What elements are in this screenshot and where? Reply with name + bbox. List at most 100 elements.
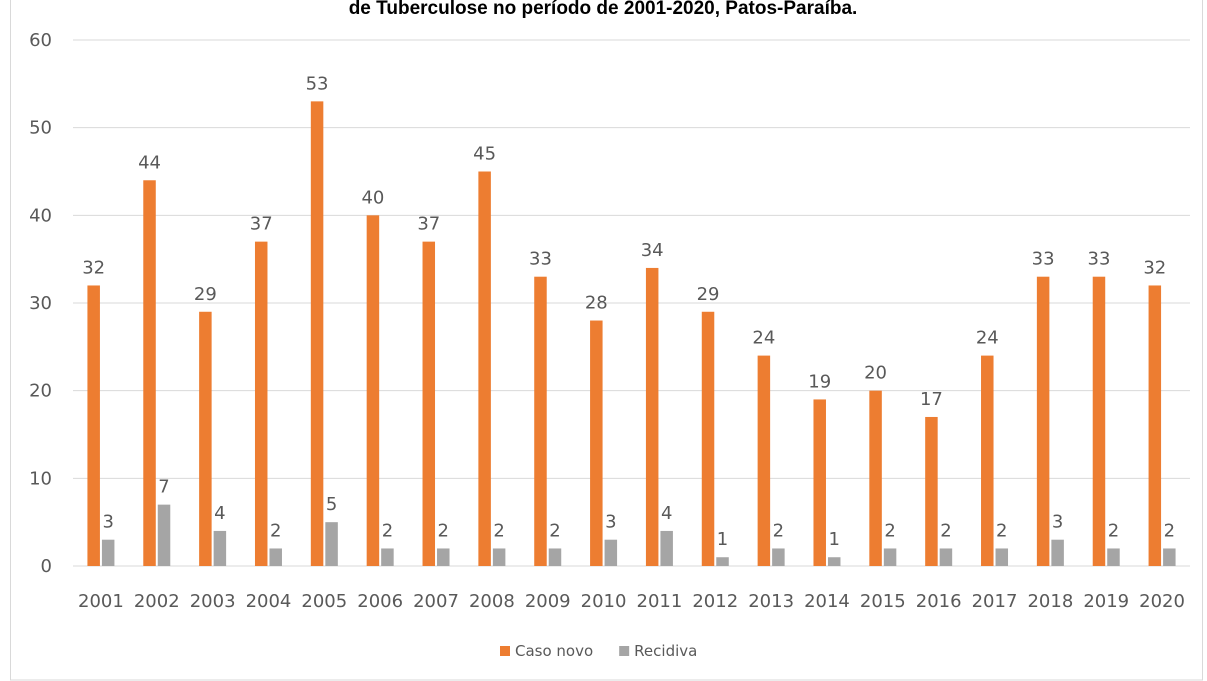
bar — [1163, 548, 1176, 566]
bar — [269, 548, 282, 566]
bar — [422, 241, 436, 566]
bar — [813, 399, 826, 566]
x-tick-label: 2001 — [78, 591, 124, 612]
data-label: 5 — [326, 494, 337, 515]
data-label: 2 — [996, 520, 1007, 541]
data-label: 2 — [438, 520, 449, 541]
bar — [939, 548, 953, 566]
bar — [1051, 539, 1064, 566]
data-label: 2 — [493, 520, 504, 541]
data-label: 2 — [270, 520, 281, 541]
x-tick-label: 2014 — [804, 591, 850, 612]
bar — [548, 548, 562, 566]
bar — [590, 320, 603, 566]
data-label: 24 — [752, 328, 775, 349]
data-label: 33 — [1088, 249, 1111, 270]
x-tick-label: 2017 — [972, 591, 1018, 612]
data-label: 40 — [361, 187, 384, 208]
data-label: 1 — [717, 529, 728, 550]
bar — [381, 548, 394, 566]
y-tick-label: 30 — [29, 293, 52, 314]
bar — [1107, 548, 1120, 566]
bar — [772, 548, 785, 566]
x-tick-label: 2019 — [1083, 591, 1129, 612]
data-label: 29 — [697, 284, 720, 305]
legend-swatch — [500, 646, 510, 656]
chart-border — [10, 0, 1203, 681]
bar — [87, 285, 100, 566]
data-label: 3 — [102, 512, 113, 533]
data-label: 17 — [920, 389, 943, 410]
data-label: 32 — [82, 257, 105, 278]
bar — [981, 355, 994, 566]
bar — [310, 101, 324, 566]
y-tick-label: 60 — [29, 30, 52, 51]
bar — [366, 215, 380, 567]
data-label: 44 — [138, 152, 161, 173]
data-label: 2 — [884, 520, 895, 541]
bar — [325, 522, 338, 566]
bar — [883, 548, 897, 566]
data-label: 34 — [641, 240, 664, 261]
legend-label: Recidiva — [634, 642, 697, 660]
bar — [869, 390, 882, 566]
x-tick-label: 2012 — [692, 591, 738, 612]
bar — [213, 530, 227, 566]
data-label: 2 — [940, 520, 951, 541]
legend-label: Caso novo — [515, 642, 593, 660]
bar — [1092, 276, 1106, 566]
data-label: 4 — [214, 503, 225, 524]
bar — [478, 171, 491, 566]
data-label: 45 — [473, 144, 496, 165]
data-label: 24 — [976, 328, 999, 349]
bar — [157, 504, 171, 566]
data-label: 1 — [828, 529, 839, 550]
bar — [716, 557, 729, 566]
bar — [1148, 285, 1162, 566]
data-label: 32 — [1143, 257, 1166, 278]
x-tick-label: 2006 — [357, 591, 403, 612]
bar — [757, 355, 771, 566]
bar — [701, 311, 715, 566]
legend-swatch — [619, 646, 630, 656]
data-label: 2 — [382, 520, 393, 541]
x-tick-label: 2009 — [525, 591, 571, 612]
x-tick-label: 2008 — [469, 591, 515, 612]
bar — [925, 416, 938, 566]
bar — [660, 530, 673, 566]
data-label: 20 — [864, 363, 887, 384]
x-tick-label: 2003 — [190, 591, 236, 612]
data-label: 2 — [549, 520, 560, 541]
x-tick-label: 2007 — [413, 591, 459, 612]
data-label: 3 — [605, 512, 616, 533]
x-tick-label: 2004 — [246, 591, 292, 612]
bar — [604, 539, 618, 566]
x-tick-label: 2011 — [637, 591, 683, 612]
data-label: 28 — [585, 293, 608, 314]
bar — [254, 241, 268, 566]
x-tick-label: 2013 — [748, 591, 794, 612]
x-tick-label: 2018 — [1027, 591, 1073, 612]
data-label: 33 — [529, 249, 552, 270]
chart-title: de Tuberculose no período de 2001-2020, … — [349, 0, 858, 19]
bar — [199, 311, 212, 566]
y-tick-label: 0 — [41, 556, 52, 577]
y-tick-label: 20 — [29, 381, 52, 402]
y-tick-label: 50 — [29, 118, 52, 139]
y-tick-label: 10 — [29, 468, 52, 489]
data-label: 4 — [661, 503, 672, 524]
data-label: 37 — [250, 214, 273, 235]
bar — [645, 267, 659, 566]
data-label: 29 — [194, 284, 217, 305]
bar — [534, 276, 547, 566]
data-label: 33 — [1032, 249, 1055, 270]
bar — [492, 548, 506, 566]
x-tick-label: 2010 — [581, 591, 627, 612]
data-label: 53 — [306, 73, 329, 94]
bar — [101, 539, 115, 566]
x-tick-label: 2015 — [860, 591, 906, 612]
data-label: 2 — [773, 520, 784, 541]
data-label: 2 — [1108, 520, 1119, 541]
bar — [1036, 276, 1050, 566]
